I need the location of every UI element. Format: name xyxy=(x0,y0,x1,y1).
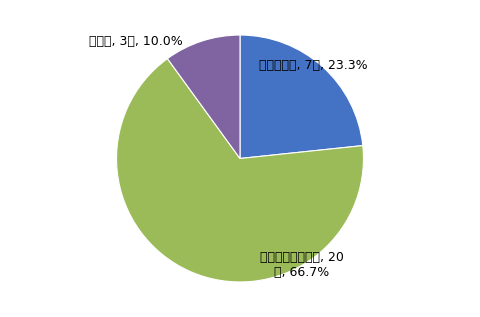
Wedge shape xyxy=(240,35,363,158)
Text: 値上げした, 7件, 23.3%: 値上げした, 7件, 23.3% xyxy=(259,59,367,72)
Text: 変化は見られない, 20
件, 66.7%: 変化は見られない, 20 件, 66.7% xyxy=(260,251,344,279)
Wedge shape xyxy=(168,35,240,158)
Text: その他, 3件, 10.0%: その他, 3件, 10.0% xyxy=(89,35,182,48)
Wedge shape xyxy=(117,59,363,282)
